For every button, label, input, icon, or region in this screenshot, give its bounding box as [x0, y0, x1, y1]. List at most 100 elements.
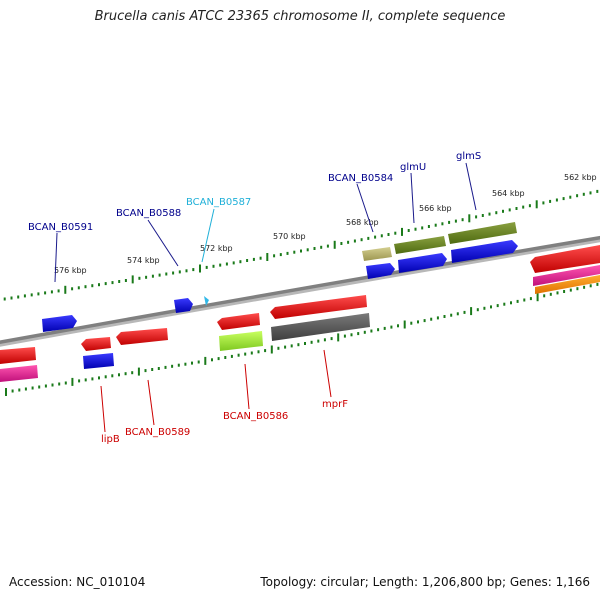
reverse-minor-tick: [436, 316, 439, 320]
forward-minor-tick: [158, 273, 161, 277]
gene-grey[interactable]: [271, 313, 370, 341]
reverse-major-tick: [204, 356, 207, 365]
label-mprf[interactable]: mprF: [322, 399, 348, 410]
reverse-minor-tick: [297, 343, 300, 347]
forward-minor-tick: [252, 257, 255, 261]
gene-lime[interactable]: [219, 331, 263, 351]
reverse-minor-tick: [98, 376, 100, 380]
forward-minor-tick: [441, 222, 444, 226]
forward-minor-tick: [37, 292, 40, 296]
forward-minor-tick: [23, 294, 26, 298]
reverse-major-tick: [536, 293, 539, 302]
forward-minor-tick: [347, 240, 350, 244]
scale-ticks-forward: [3, 189, 599, 301]
reverse-minor-tick: [24, 387, 27, 391]
forward-minor-tick: [515, 207, 518, 210]
reverse-minor-tick: [549, 292, 552, 296]
forward-minor-tick: [326, 244, 329, 248]
reverse-minor-tick: [563, 290, 566, 293]
scale-label-566: 566 kbp: [419, 204, 452, 213]
reverse-minor-tick: [317, 339, 320, 343]
reverse-minor-tick: [211, 358, 213, 362]
reverse-minor-tick: [184, 362, 187, 366]
gene-glms[interactable]: [448, 222, 517, 244]
gene-mprf[interactable]: [270, 295, 367, 319]
label-bcan-b0586[interactable]: BCAN_B0586: [223, 411, 288, 422]
gene-bcan-b0584[interactable]: [362, 247, 392, 261]
forward-minor-tick: [495, 211, 498, 215]
forward-minor-tick: [589, 191, 592, 195]
label-glmu[interactable]: glmU: [400, 162, 426, 173]
label-bcan-b0589[interactable]: BCAN_B0589: [125, 427, 190, 438]
gene-orange-right[interactable]: [535, 275, 600, 294]
reverse-minor-tick: [44, 384, 47, 388]
reverse-minor-tick: [177, 363, 180, 367]
gene-blue-strip-3[interactable]: [451, 240, 518, 263]
reverse-minor-tick: [576, 287, 579, 291]
forward-minor-tick: [528, 204, 531, 208]
scale-label-572: 572 kbp: [200, 244, 233, 253]
gene-pink-left[interactable]: [0, 365, 38, 382]
scale-label-564: 564 kbp: [492, 189, 525, 198]
forward-minor-tick: [286, 251, 289, 255]
gene-blue-reverse[interactable]: [83, 353, 114, 369]
forward-minor-tick: [293, 250, 296, 254]
forward-minor-tick: [569, 195, 572, 199]
label-bcan-b0584[interactable]: BCAN_B0584: [328, 173, 393, 184]
reverse-minor-tick: [91, 377, 94, 381]
forward-minor-tick: [17, 295, 20, 299]
reverse-minor-tick: [523, 298, 526, 302]
reverse-minor-tick: [118, 373, 120, 377]
reverse-minor-tick: [164, 365, 167, 369]
gene-pink-right[interactable]: [533, 265, 600, 286]
gene-bcan-b0587[interactable]: [204, 296, 209, 306]
reverse-minor-tick: [450, 313, 453, 317]
forward-genes: [42, 222, 518, 332]
reverse-minor-tick: [144, 369, 147, 373]
label-lipb[interactable]: lipB: [101, 434, 120, 445]
gene-red-right[interactable]: [530, 245, 600, 273]
forward-minor-tick: [273, 254, 276, 258]
reverse-minor-tick: [310, 340, 313, 344]
reverse-minor-tick: [543, 294, 546, 298]
forward-minor-tick: [374, 235, 377, 239]
gene-glmu[interactable]: [394, 236, 446, 254]
label-bcan-b0591[interactable]: BCAN_B0591: [28, 222, 93, 233]
reverse-minor-tick: [237, 353, 240, 357]
forward-minor-tick: [30, 293, 33, 297]
forward-major-tick: [401, 227, 403, 236]
reverse-minor-tick: [556, 291, 559, 295]
forward-minor-tick: [306, 248, 309, 252]
gene-blue-strip-2[interactable]: [398, 253, 447, 273]
forward-minor-tick: [360, 238, 363, 242]
forward-minor-tick: [475, 215, 478, 219]
forward-minor-tick: [205, 265, 208, 269]
reverse-minor-tick: [330, 337, 333, 341]
label-glms[interactable]: glmS: [456, 151, 481, 162]
reverse-minor-tick: [397, 324, 399, 328]
forward-minor-tick: [414, 227, 417, 231]
forward-minor-tick: [3, 297, 6, 301]
forward-minor-tick: [320, 245, 323, 249]
label-bcan-b0587[interactable]: BCAN_B0587: [186, 197, 251, 208]
reverse-minor-tick: [284, 345, 287, 349]
scale-label-574: 574 kbp: [127, 256, 160, 265]
scale-ticks-reverse: [5, 282, 599, 396]
gene-red-left[interactable]: [0, 347, 36, 364]
reverse-minor-tick: [569, 288, 572, 292]
gene-bcan-b0586[interactable]: [217, 313, 260, 330]
forward-minor-tick: [542, 201, 545, 205]
gene-bcan-b0588[interactable]: [174, 298, 193, 313]
leader-line-glmu: [410, 172, 415, 224]
genome-summary-text: Topology: circular; Length: 1,206,800 bp…: [260, 575, 590, 589]
scale-label-568: 568 kbp: [346, 218, 379, 227]
reverse-minor-tick: [18, 388, 21, 392]
reverse-minor-tick: [151, 368, 154, 371]
label-bcan-b0588[interactable]: BCAN_B0588: [116, 208, 181, 219]
gene-blue-strip-1[interactable]: [366, 263, 395, 279]
scale-label-570: 570 kbp: [273, 232, 306, 241]
gene-bcan-b0591[interactable]: [42, 315, 77, 332]
gene-bcan-b0589[interactable]: [116, 328, 168, 345]
gene-lipb[interactable]: [81, 337, 111, 351]
